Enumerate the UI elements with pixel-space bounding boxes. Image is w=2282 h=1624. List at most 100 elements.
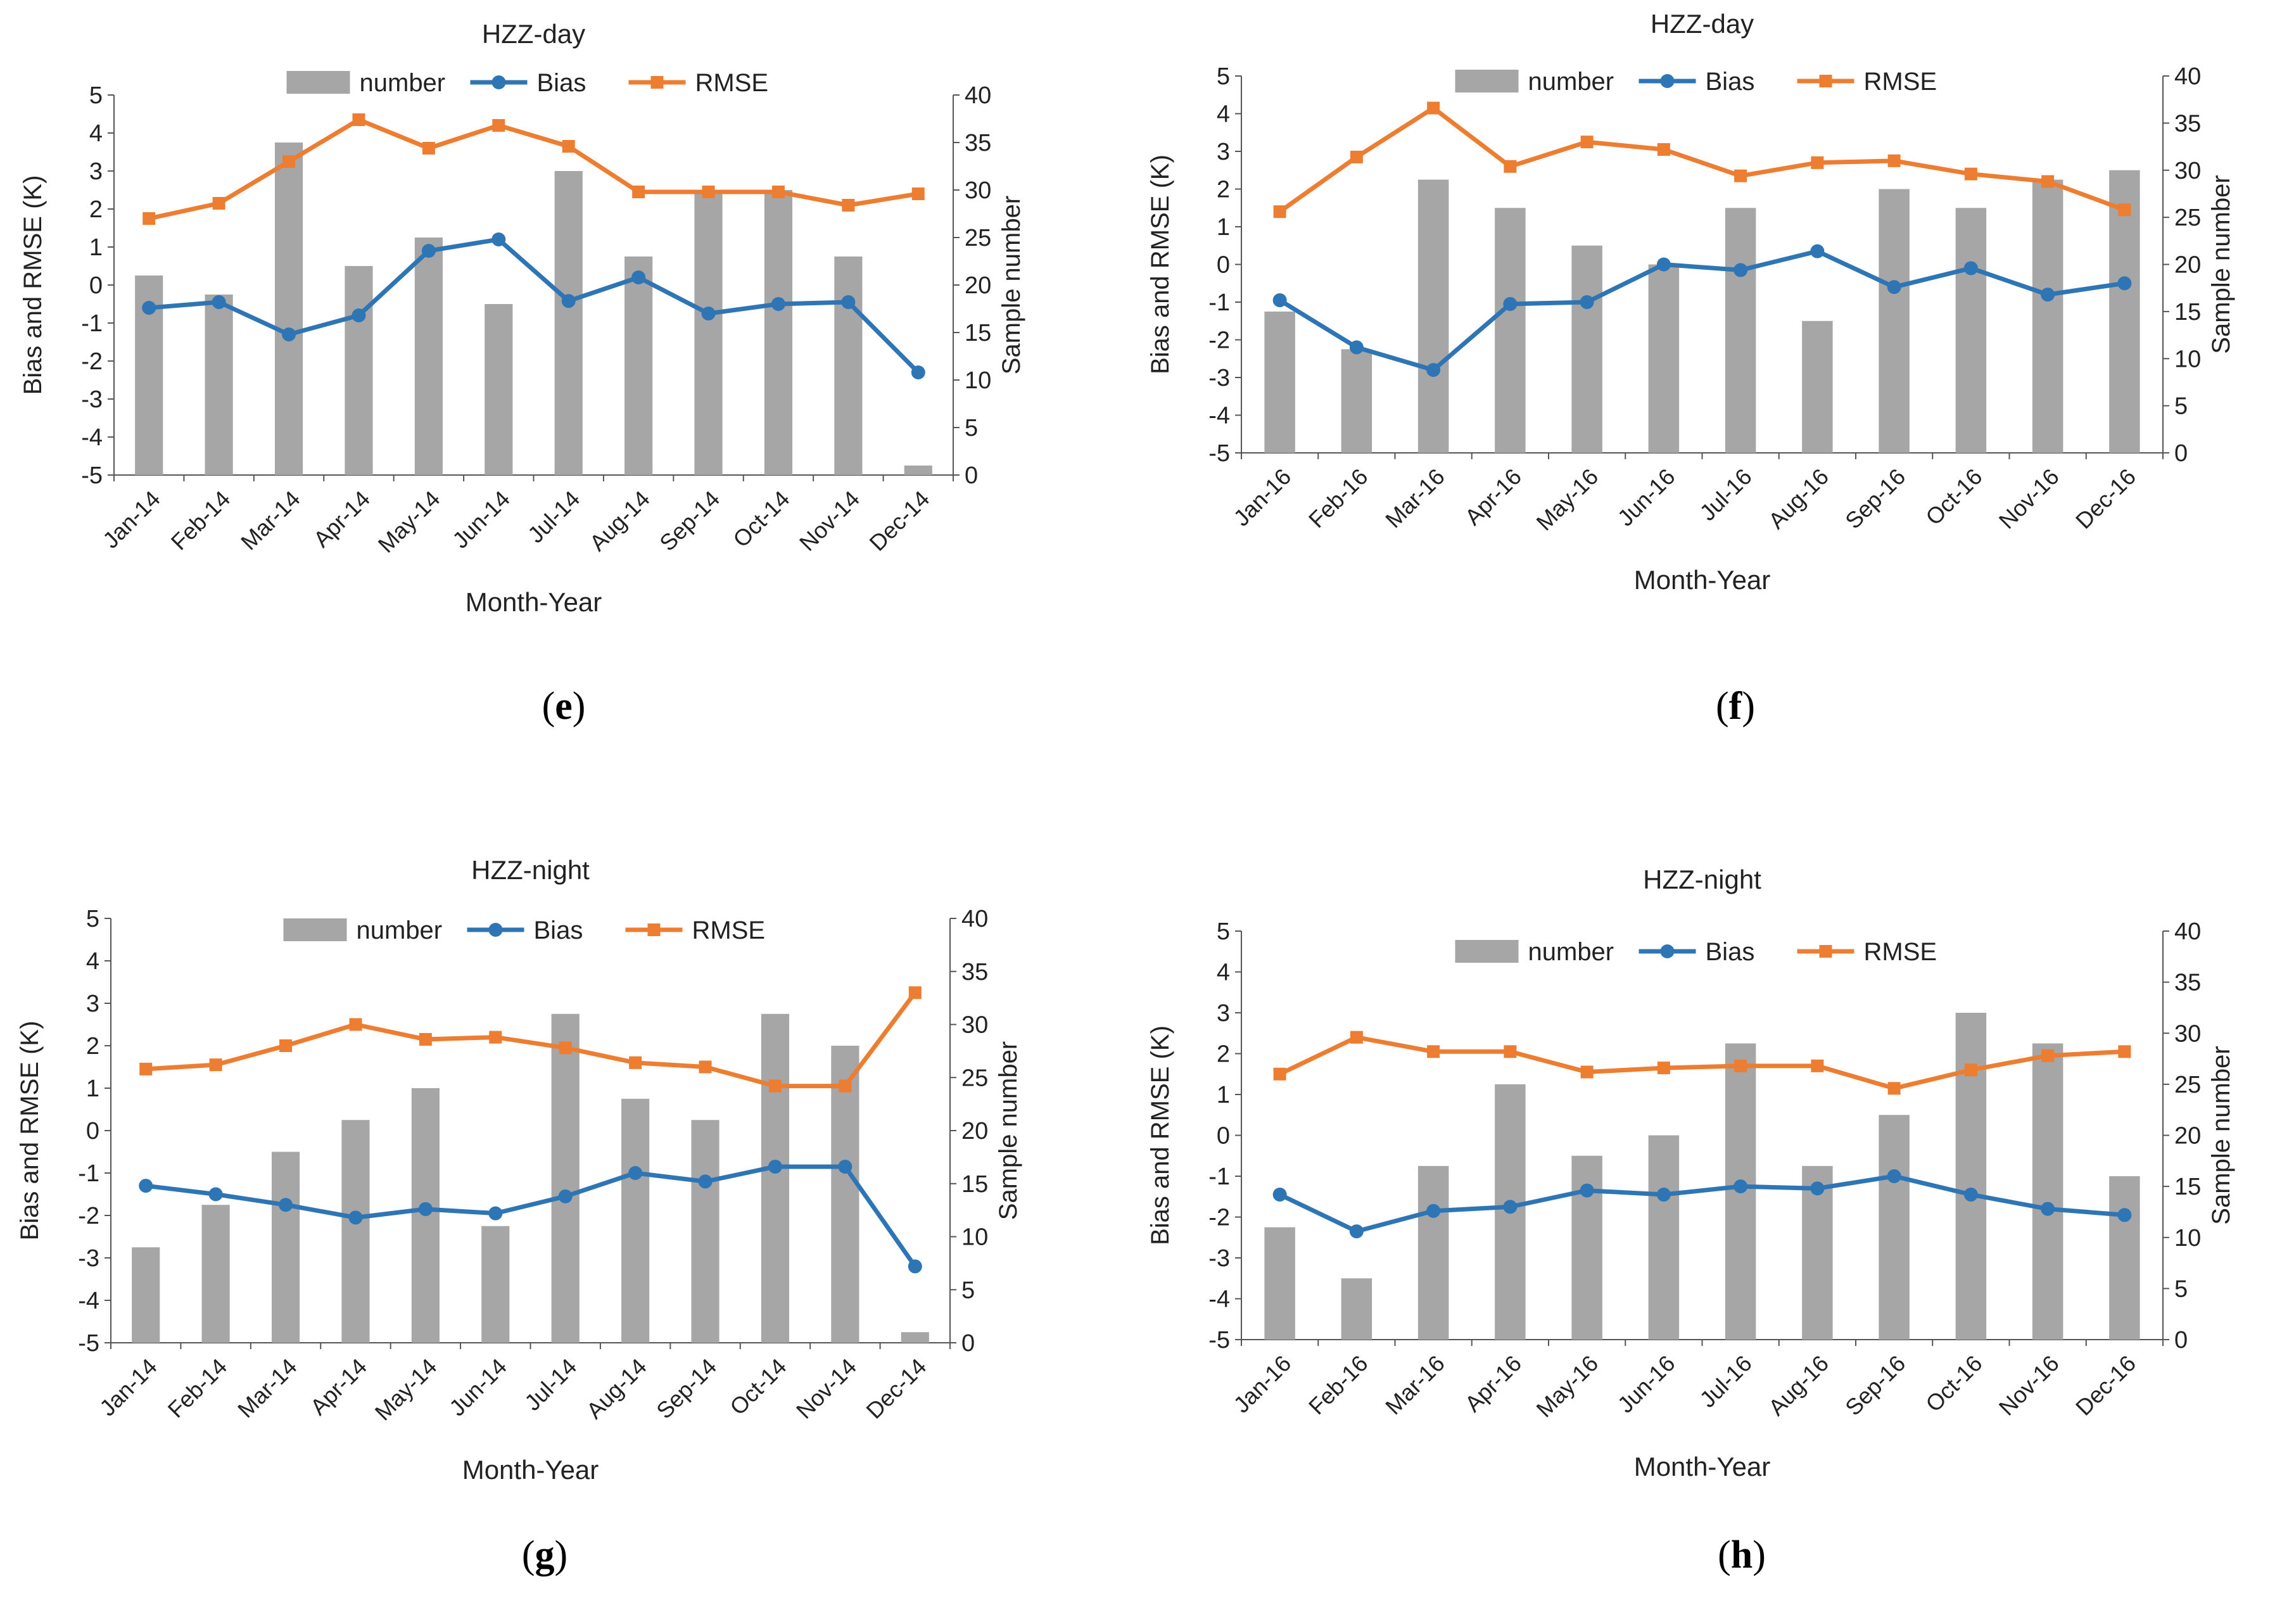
chart-h-point-rmse-Oct-16 — [1964, 1063, 1977, 1077]
chart-e-left-tick-label: 1 — [89, 234, 103, 261]
chart-h-x-tick-label: Dec-16 — [2070, 1350, 2141, 1421]
chart-f-xlabel: Month-Year — [1634, 565, 1771, 595]
chart-g-point-bias-Jun-14 — [488, 1206, 503, 1221]
chart-e-x-tick-label: Dec-14 — [864, 486, 934, 556]
chart-g-right-tick-label: 0 — [961, 1330, 975, 1357]
chart-g-bar-Feb-14 — [201, 1205, 230, 1343]
chart-f-x-tick-label: Feb-16 — [1303, 464, 1373, 533]
chart-f-legend-swatch-number — [1455, 70, 1519, 92]
chart-f-right-tick-label: 40 — [2174, 63, 2201, 90]
chart-e-right-tick-label: 35 — [965, 130, 991, 156]
chart-h-point-bias-Nov-16 — [2041, 1202, 2055, 1216]
chart-f-bar-Oct-16 — [1955, 208, 1987, 453]
chart-e-left-tick-label: 5 — [89, 82, 103, 109]
chart-h-x-tick-label: Jun-16 — [1613, 1350, 1680, 1418]
chart-h-point-rmse-Sep-16 — [1887, 1082, 1901, 1095]
chart-e-xlabel: Month-Year — [466, 587, 602, 617]
chart-g-x-tick-label: Dec-14 — [861, 1354, 931, 1424]
chart-h-legend-label-number: number — [1528, 938, 1614, 966]
chart-g-left-tick-label: 5 — [86, 906, 99, 932]
chart-g-right-tick-label: 10 — [961, 1224, 988, 1251]
chart-f-point-rmse-May-16 — [1580, 136, 1594, 149]
chart-g-left-tick-label: 2 — [86, 1033, 99, 1060]
chart-g-right-tick-label: 35 — [961, 959, 988, 986]
chart-e-point-rmse-Sep-14 — [702, 186, 715, 198]
chart-f-point-rmse-Jan-16 — [1273, 205, 1286, 219]
chart-e-right-tick-label: 10 — [965, 367, 991, 394]
chart-g-bar-Oct-14 — [761, 1013, 790, 1343]
chart-h-left-tick-label: 1 — [1217, 1082, 1230, 1108]
chart-f-point-rmse-Dec-16 — [2118, 203, 2131, 217]
chart-e-right-tick-label: 30 — [965, 177, 991, 204]
chart-g-point-rmse-Jul-14 — [559, 1041, 572, 1055]
chart-h-left-tick-label: 0 — [1217, 1123, 1230, 1150]
chart-g-x-tick-label: Nov-14 — [791, 1354, 861, 1424]
chart-e-legend-marker-rmse — [650, 76, 664, 89]
chart-e-point-rmse-Mar-14 — [282, 155, 296, 168]
chart-f-right-tick-label: 20 — [2174, 252, 2201, 279]
chart-e-bar-Oct-14 — [764, 190, 793, 475]
chart-e-left-tick-label: 4 — [89, 120, 103, 147]
chart-h-point-rmse-Mar-16 — [1427, 1045, 1440, 1058]
chart-e-legend-marker-bias — [491, 75, 506, 89]
chart-e-left-tick-label: -1 — [81, 310, 103, 337]
chart-h-legend-marker-bias — [1660, 944, 1675, 958]
chart-f-left-tick-label: 2 — [1217, 177, 1230, 203]
chart-f-point-rmse-Mar-16 — [1427, 101, 1440, 115]
chart-h-title: HZZ-night — [1643, 865, 1761, 894]
chart-f-point-bias-Sep-16 — [1887, 280, 1901, 295]
chart-h-right-tick-label: 0 — [2174, 1327, 2188, 1354]
chart-f-left-tick-label: 5 — [1217, 63, 1230, 90]
chart-f-left-tick-label: -3 — [1208, 365, 1230, 391]
chart-g-x-tick-label: Jul-14 — [519, 1354, 581, 1416]
chart-h-left-tick-label: -5 — [1208, 1327, 1230, 1354]
chart-g-point-rmse-Jun-14 — [489, 1031, 502, 1044]
caption-f: (f) — [1716, 685, 1755, 728]
chart-e-right-tick-label: 15 — [965, 320, 991, 346]
chart-f-x-tick-label: Nov-16 — [1994, 464, 2064, 534]
chart-h-point-rmse-Feb-16 — [1350, 1031, 1363, 1044]
chart-e-x-tick-label: Jan-14 — [98, 486, 165, 554]
chart-f-point-bias-Dec-16 — [2117, 276, 2132, 291]
chart-f-point-bias-Mar-16 — [1426, 363, 1441, 377]
chart-e-bar-Dec-14 — [904, 466, 932, 475]
chart-g-right-tick-label: 30 — [961, 1012, 988, 1039]
chart-g-point-bias-Mar-14 — [279, 1198, 293, 1212]
chart-f-right-tick-label: 15 — [2174, 299, 2201, 326]
chart-e-point-bias-Sep-14 — [701, 307, 716, 320]
chart-e-right-tick-label: 5 — [965, 415, 978, 441]
chart-e-left-tick-label: -4 — [81, 424, 103, 451]
chart-f-right-tick-label: 0 — [2174, 440, 2188, 467]
chart-e-left-tick-label: -3 — [81, 386, 103, 413]
chart-f-svg: HZZ-day543210-1-2-3-4-54035302520151050B… — [1146, 9, 2235, 595]
chart-f-legend-label-bias: Bias — [1706, 68, 1755, 96]
chart-f-x-tick-label: Jan-16 — [1228, 464, 1296, 531]
chart-h-x-tick-label: Sep-16 — [1840, 1350, 1910, 1421]
chart-g-line-bias — [145, 1164, 917, 1268]
chart-e-bar-Sep-14 — [694, 190, 723, 475]
chart-g-point-bias-Nov-14 — [838, 1159, 853, 1174]
chart-h-left-tick-label: 4 — [1217, 960, 1230, 986]
chart-e-left-tick-label: -5 — [81, 462, 103, 489]
chart-e-x-tick-label: Apr-14 — [308, 486, 375, 552]
chart-e-x-tick-label: Mar-14 — [236, 486, 305, 555]
chart-e-point-rmse-Oct-14 — [771, 186, 785, 198]
chart-f-point-bias-Nov-16 — [2041, 288, 2055, 302]
chart-h-point-bias-Apr-16 — [1503, 1200, 1518, 1214]
chart-f-point-rmse-Nov-16 — [2041, 175, 2055, 188]
chart-f-left-tick-label: 1 — [1217, 214, 1230, 241]
chart-g-left-tick-label: -3 — [78, 1245, 99, 1272]
chart-e-bar-Apr-14 — [345, 266, 373, 475]
chart-h-line-bias — [1279, 1174, 2125, 1234]
chart-g-point-rmse-Oct-14 — [768, 1079, 782, 1093]
chart-h-point-bias-Aug-16 — [1810, 1181, 1825, 1196]
chart-e-bar-Jun-14 — [485, 304, 513, 475]
chart-g-point-rmse-Jan-14 — [139, 1062, 153, 1075]
chart-g-point-rmse-Apr-14 — [349, 1018, 362, 1031]
chart-h-right-tick-label: 20 — [2174, 1123, 2201, 1150]
chart-h-point-rmse-Dec-16 — [2118, 1045, 2131, 1058]
chart-g-bar-Dec-14 — [901, 1332, 929, 1343]
chart-e-point-bias-Aug-14 — [631, 270, 646, 284]
chart-g-x-tick-label: Apr-14 — [305, 1354, 372, 1420]
chart-h-bar-Jan-16 — [1264, 1227, 1295, 1340]
